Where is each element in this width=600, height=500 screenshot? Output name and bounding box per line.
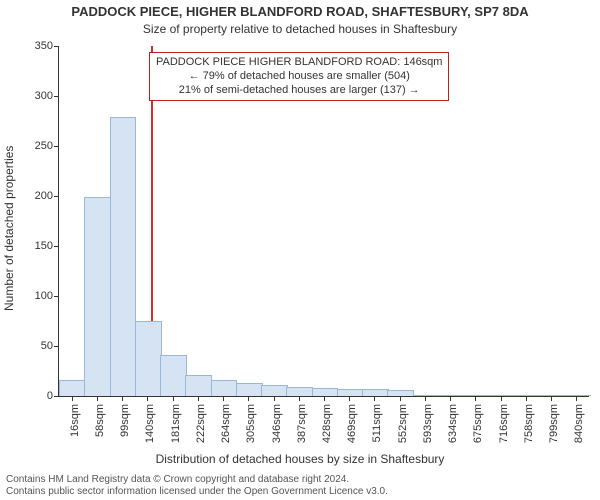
x-tick-label: 222sqm — [195, 404, 207, 443]
x-tick-label: 387sqm — [296, 404, 308, 443]
x-tick — [374, 396, 375, 401]
chart-title: PADDOCK PIECE, HIGHER BLANDFORD ROAD, SH… — [0, 4, 600, 19]
bar — [211, 380, 238, 396]
bar — [236, 383, 263, 396]
y-tick-label: 100 — [35, 290, 53, 302]
bar — [261, 385, 288, 396]
chart-subtitle: Size of property relative to detached ho… — [0, 22, 600, 36]
x-tick — [475, 396, 476, 401]
x-tick-label: 469sqm — [346, 404, 358, 443]
bar — [387, 390, 414, 396]
x-tick — [97, 396, 98, 401]
y-tick-label: 350 — [35, 40, 53, 52]
footer-line-1: Contains HM Land Registry data © Crown c… — [6, 474, 388, 486]
x-tick — [274, 396, 275, 401]
x-tick-label: 346sqm — [271, 404, 283, 443]
x-tick — [425, 396, 426, 401]
bar — [185, 375, 212, 396]
y-tick-label: 0 — [47, 390, 53, 402]
x-tick-label: 181sqm — [170, 404, 182, 443]
callout-box: PADDOCK PIECE HIGHER BLANDFORD ROAD: 146… — [149, 52, 449, 101]
x-tick — [147, 396, 148, 401]
x-tick-label: 675sqm — [472, 404, 484, 443]
x-tick-label: 799sqm — [548, 404, 560, 443]
footer: Contains HM Land Registry data © Crown c… — [6, 474, 388, 498]
callout-line-1: PADDOCK PIECE HIGHER BLANDFORD ROAD: 146… — [156, 56, 442, 70]
x-tick — [576, 396, 577, 401]
x-tick-label: 758sqm — [523, 404, 535, 443]
x-tick — [198, 396, 199, 401]
y-tick-label: 150 — [35, 240, 53, 252]
y-tick — [54, 246, 59, 247]
y-tick-label: 250 — [35, 140, 53, 152]
x-tick — [349, 396, 350, 401]
x-tick-label: 16sqm — [69, 404, 81, 437]
y-tick — [54, 196, 59, 197]
x-tick-label: 552sqm — [397, 404, 409, 443]
bar — [488, 395, 515, 396]
footer-line-2: Contains public sector information licen… — [6, 486, 388, 498]
x-tick-label: 99sqm — [119, 404, 131, 437]
x-tick — [450, 396, 451, 401]
bar — [160, 355, 187, 396]
bar — [362, 389, 389, 396]
y-tick — [54, 296, 59, 297]
bar — [286, 387, 313, 396]
x-axis-label: Distribution of detached houses by size … — [0, 452, 600, 466]
x-tick — [526, 396, 527, 401]
bar — [135, 321, 162, 396]
x-tick-label: 140sqm — [144, 404, 156, 443]
y-tick — [54, 346, 59, 347]
x-tick-label: 428sqm — [321, 404, 333, 443]
y-axis-label: Number of detached properties — [2, 146, 16, 311]
x-tick — [400, 396, 401, 401]
y-tick-label: 200 — [35, 190, 53, 202]
bar — [84, 197, 111, 396]
x-tick — [173, 396, 174, 401]
x-tick-label: 264sqm — [220, 404, 232, 443]
bar — [312, 388, 339, 396]
callout-line-2: ← 79% of detached houses are smaller (50… — [156, 70, 442, 84]
bar — [413, 395, 440, 396]
y-tick-label: 300 — [35, 90, 53, 102]
x-tick-label: 593sqm — [422, 404, 434, 443]
y-tick-label: 50 — [41, 340, 53, 352]
x-tick — [551, 396, 552, 401]
bar — [110, 117, 137, 396]
plot-area: PADDOCK PIECE HIGHER BLANDFORD ROAD: 146… — [58, 46, 589, 397]
x-tick — [324, 396, 325, 401]
x-tick — [501, 396, 502, 401]
x-tick-label: 58sqm — [94, 404, 106, 437]
x-tick — [223, 396, 224, 401]
x-tick — [299, 396, 300, 401]
x-tick-label: 634sqm — [447, 404, 459, 443]
y-tick — [54, 146, 59, 147]
callout-line-3: 21% of semi-detached houses are larger (… — [156, 84, 442, 98]
x-tick-label: 305sqm — [245, 404, 257, 443]
bar — [59, 380, 86, 396]
x-tick-label: 716sqm — [498, 404, 510, 443]
x-tick — [122, 396, 123, 401]
x-tick-label: 840sqm — [573, 404, 585, 443]
chart-container: { "chart": { "type": "histogram", "title… — [0, 0, 600, 500]
y-tick — [54, 96, 59, 97]
y-tick — [54, 396, 59, 397]
x-tick — [72, 396, 73, 401]
bar — [337, 389, 364, 396]
x-tick-label: 511sqm — [371, 404, 383, 442]
x-tick — [248, 396, 249, 401]
y-tick — [54, 46, 59, 47]
bar — [514, 395, 541, 396]
